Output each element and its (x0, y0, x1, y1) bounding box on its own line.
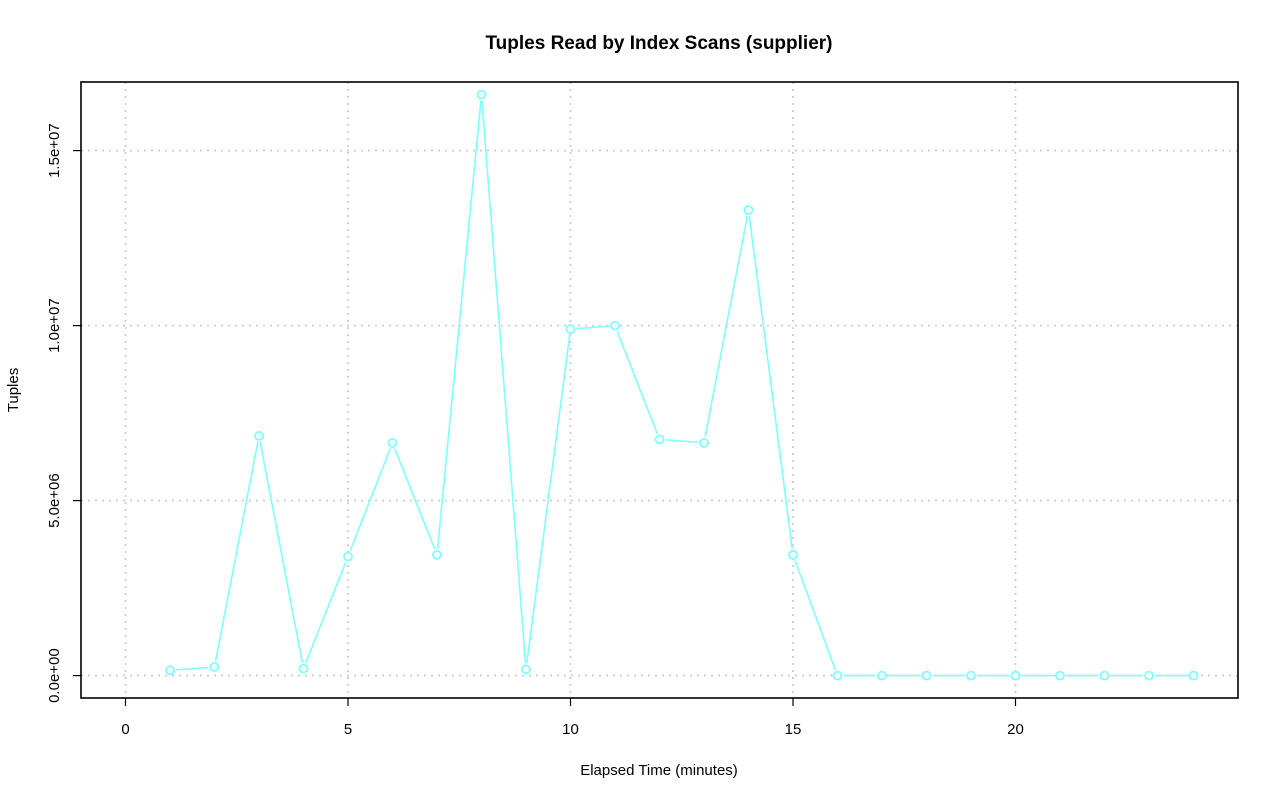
data-point (610, 320, 620, 331)
data-point (1188, 670, 1199, 681)
data-point (209, 661, 220, 672)
x-tick-label: 15 (785, 721, 802, 738)
chart-title: Tuples Read by Index Scans (supplier) (485, 33, 832, 54)
data-point (1099, 670, 1110, 681)
series-line-segment (748, 215, 794, 550)
y-tick-label: 5.0e+06 (46, 473, 63, 528)
x-tick-label: 10 (562, 721, 579, 738)
y-tick-label: 0.0e+00 (46, 648, 63, 703)
x-tick-label: 5 (344, 721, 352, 738)
data-point (1144, 670, 1154, 681)
data-point (343, 551, 353, 562)
series-line-segment (259, 441, 304, 663)
data-point (743, 205, 754, 216)
data-point (921, 670, 932, 681)
data-point (1055, 670, 1065, 681)
series-line-segment (525, 334, 571, 664)
x-tick-label: 0 (121, 721, 129, 738)
series-line-segment (794, 560, 837, 671)
series-line-segment (616, 330, 659, 435)
data-point (521, 664, 531, 675)
data-point (877, 670, 887, 681)
data-point (966, 670, 976, 681)
data-point (254, 430, 264, 441)
data-point (699, 437, 709, 448)
series-line-segment (349, 448, 392, 552)
y-tick-label: 1.0e+07 (46, 298, 63, 353)
grid-lines (81, 82, 1238, 698)
data-point (432, 549, 442, 560)
data-point (165, 665, 175, 676)
data-point (1010, 670, 1021, 681)
y-axis: 0.0e+00 5.0e+06 1.0e+07 1.5e+07 (46, 123, 81, 703)
series-line-segment (576, 325, 610, 330)
data-point (387, 437, 398, 448)
series-line-segment (704, 215, 749, 438)
series-line-segment (304, 561, 347, 664)
series-line-segment (393, 448, 436, 550)
data-point (565, 324, 576, 335)
series-layer (165, 89, 1199, 681)
y-axis-title: Tuples (5, 368, 22, 412)
data-point (832, 670, 843, 681)
series-line-segment (436, 100, 482, 549)
data-point (298, 663, 309, 674)
x-axis: 0 5 10 15 20 (121, 698, 1024, 738)
x-tick-label: 20 (1007, 721, 1024, 738)
y-tick-label: 1.5e+07 (46, 123, 63, 178)
x-axis-title: Elapsed Time (minutes) (580, 762, 738, 779)
series-line-segment (665, 439, 699, 444)
series-line-segment (481, 100, 527, 664)
series-line-segment (175, 666, 209, 671)
data-point (788, 549, 798, 560)
plot-frame (80, 81, 1239, 699)
data-point (476, 89, 487, 100)
series-line-segment (214, 441, 259, 662)
data-point (654, 434, 665, 445)
